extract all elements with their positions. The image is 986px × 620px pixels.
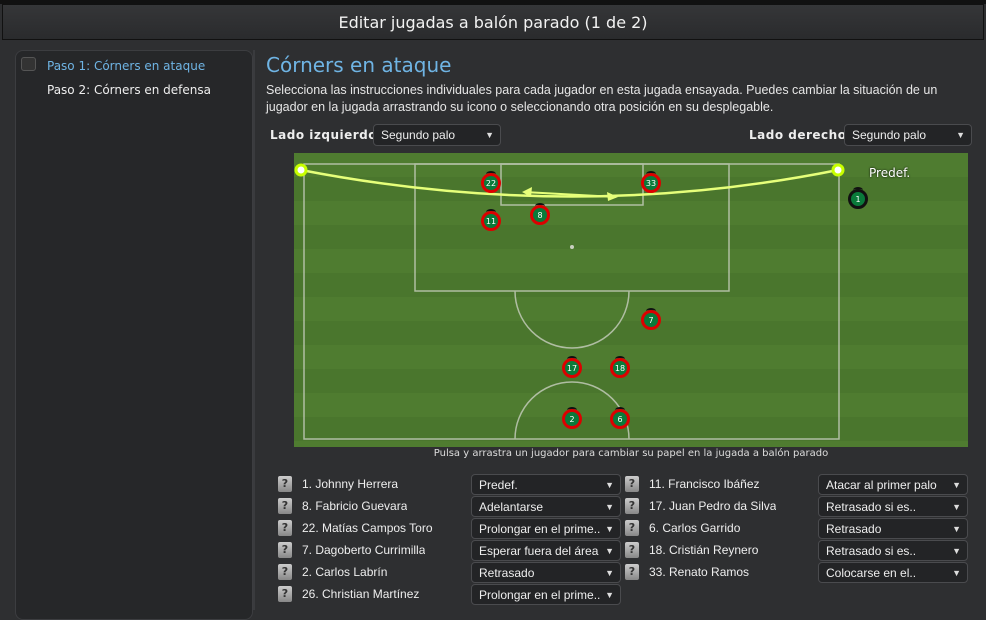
step-checkbox[interactable] [21,57,36,71]
left-side-dropdown[interactable]: Segundo palo ▼ [373,124,501,146]
role-value: Atacar al primer palo [826,477,937,492]
divider [253,50,255,610]
player-token[interactable]: 2 [562,407,582,429]
role-value: Esperar fuera del área [479,543,599,558]
chevron-down-icon: ▼ [952,567,961,578]
predef-label: Predef. [869,166,911,180]
top-strip [0,0,986,4]
role-value: Predef. [479,477,518,492]
chevron-down-icon: ▼ [605,589,614,600]
help-icon[interactable]: ? [278,586,292,602]
role-value: Retrasado si es.. [826,543,917,558]
chevron-down-icon: ▼ [605,567,614,578]
chevron-down-icon: ▼ [952,523,961,534]
run-arrow [523,191,617,198]
help-icon[interactable]: ? [278,520,292,536]
role-value: Retrasado si es.. [826,499,917,514]
role-dropdown[interactable]: Prolongar en el prime.. ▼ [471,584,621,605]
help-icon[interactable]: ? [625,498,639,514]
player-name: 26. Christian Martínez [302,587,420,601]
help-icon[interactable]: ? [278,498,292,514]
role-dropdown[interactable]: Retrasado ▼ [818,518,968,539]
role-dropdown[interactable]: Predef. ▼ [471,474,621,495]
chevron-down-icon: ▼ [952,501,961,512]
help-icon[interactable]: ? [278,476,292,492]
right-side-label: Lado derecho [749,128,847,142]
chevron-down-icon: ▼ [485,130,494,140]
chevron-down-icon: ▼ [605,501,614,512]
role-value: Retrasado [479,565,535,580]
player-token[interactable]: 6 [610,407,630,429]
role-value: Colocarse en el.. [826,565,917,580]
player-token[interactable]: 8 [530,203,550,225]
corner-ball-left [294,163,308,177]
step-2[interactable]: Paso 2: Córners en defensa [47,83,212,97]
pitch-lines [294,163,845,440]
role-dropdown[interactable]: Retrasado si es.. ▼ [818,496,968,517]
player-token[interactable]: 22 [481,171,501,193]
help-icon[interactable]: ? [625,564,639,580]
role-dropdown[interactable]: Atacar al primer palo ▼ [818,474,968,495]
goalkeeper-token[interactable]: 1 [848,187,868,209]
corner-ball-right [831,163,845,177]
player-token[interactable]: 33 [641,171,661,193]
player-name: 17. Juan Pedro da Silva [649,499,777,513]
help-icon[interactable]: ? [278,542,292,558]
role-dropdown[interactable]: Retrasado si es.. ▼ [818,540,968,561]
window-title: Editar jugadas a balón parado (1 de 2) [2,4,984,40]
help-icon[interactable]: ? [625,520,639,536]
help-icon[interactable]: ? [625,476,639,492]
description: Selecciona las instrucciones individuale… [266,83,938,114]
pitch-hint: Pulsa y arrastra un jugador para cambiar… [433,448,829,459]
player-token[interactable]: 7 [641,308,661,330]
role-value: Adelantarse [479,499,544,514]
player-name: 7. Dagoberto Currimilla [302,543,426,557]
chevron-down-icon: ▼ [605,479,614,490]
role-value: Prolongar en el prime.. [479,521,601,536]
player-name: 2. Carlos Labrín [302,565,388,579]
player-token[interactable]: 11 [481,209,501,231]
player-name: 1. Johnny Herrera [302,477,399,491]
role-value: Prolongar en el prime.. [479,587,601,602]
player-token[interactable]: 18 [610,356,630,378]
chevron-down-icon: ▼ [605,545,614,556]
role-dropdown[interactable]: Adelantarse ▼ [471,496,621,517]
role-dropdown[interactable]: Retrasado ▼ [471,562,621,583]
chevron-down-icon: ▼ [605,523,614,534]
help-icon[interactable]: ? [625,542,639,558]
chevron-down-icon: ▼ [956,130,965,140]
player-name: 6. Carlos Garrido [649,521,741,535]
player-name: 18. Cristián Reynero [649,543,759,557]
cross-trajectory [300,168,839,198]
role-dropdown[interactable]: Esperar fuera del área ▼ [471,540,621,561]
player-name: 8. Fabricio Guevara [302,499,408,513]
player-name: 22. Matías Campos Toro [302,521,433,535]
right-side-dropdown[interactable]: Segundo palo ▼ [844,124,972,146]
step-1[interactable]: Paso 1: Córners en ataque [47,59,206,73]
role-dropdown[interactable]: Prolongar en el prime.. ▼ [471,518,621,539]
player-token[interactable]: 17 [562,356,582,378]
help-icon[interactable]: ? [278,564,292,580]
steps-panel: Paso 1: Córners en ataque Paso 2: Córner… [15,50,253,620]
left-side-label: Lado izquierdo [270,128,377,142]
player-name: 11. Francisco Ibáñez [649,477,760,491]
left-side-value: Segundo palo [381,128,456,142]
player-name: 33. Renato Ramos [649,565,750,579]
right-side-value: Segundo palo [852,128,927,142]
role-dropdown[interactable]: Colocarse en el.. ▼ [818,562,968,583]
chevron-down-icon: ▼ [952,545,961,556]
page-title: Córners en ataque [266,53,452,77]
chevron-down-icon: ▼ [952,479,961,490]
role-value: Retrasado [826,521,882,536]
